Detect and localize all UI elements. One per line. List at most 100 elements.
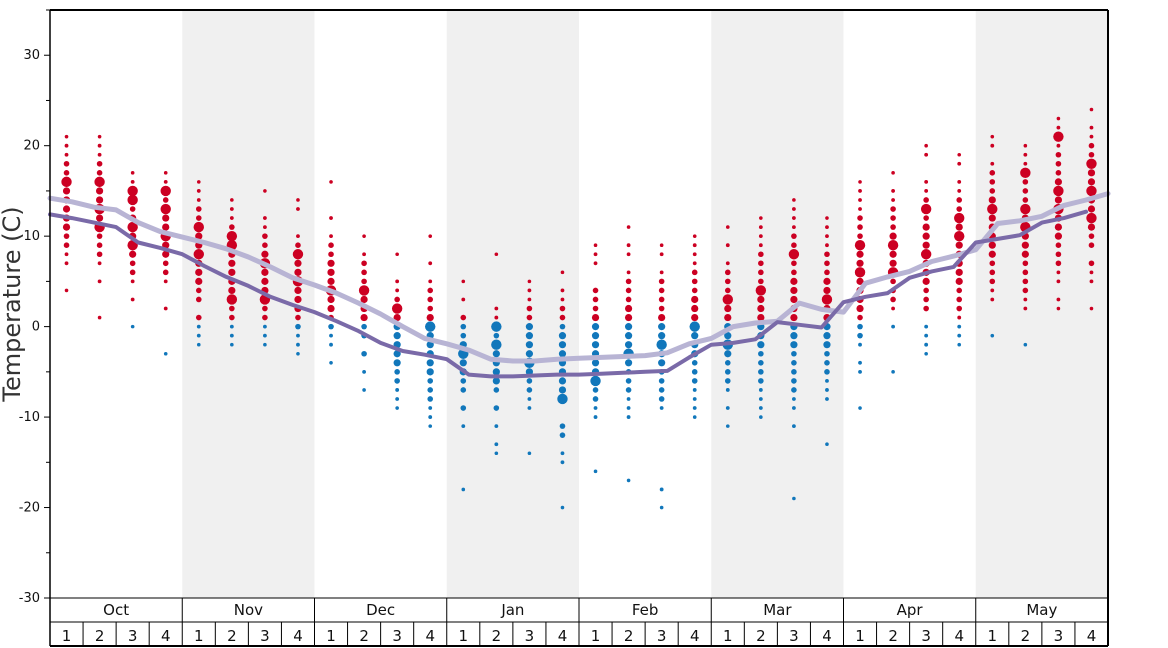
- temp-dot: [825, 225, 829, 230]
- temp-dot: [328, 242, 334, 248]
- temp-dot: [922, 277, 930, 285]
- temp-dot: [328, 323, 334, 330]
- temp-dot: [262, 305, 268, 312]
- temp-dot: [492, 368, 500, 376]
- temp-dot: [821, 294, 833, 305]
- y-tick-label: 30: [23, 48, 40, 63]
- temp-dot: [163, 306, 168, 311]
- week-label: 2: [888, 627, 898, 645]
- temp-dot: [825, 216, 829, 220]
- temp-dot: [1054, 223, 1063, 231]
- week-dots-jan-2: [491, 252, 502, 456]
- temp-dot: [97, 143, 102, 148]
- temp-dot: [1054, 178, 1063, 186]
- temp-dot: [956, 197, 963, 203]
- temp-dot: [659, 243, 664, 247]
- temp-dot: [493, 405, 500, 411]
- temp-dot: [64, 152, 69, 157]
- temp-dot: [195, 296, 202, 303]
- temp-dot: [823, 332, 831, 340]
- temp-dot: [527, 397, 532, 401]
- temp-dot: [725, 225, 730, 229]
- month-label-mar: Mar: [763, 601, 792, 619]
- temp-dot: [64, 143, 69, 148]
- week-dots-mar-4: [821, 216, 833, 447]
- temp-dot: [362, 252, 366, 257]
- temp-dot: [791, 350, 797, 357]
- temp-dot: [491, 321, 502, 332]
- week-dots-may-3: [1053, 116, 1064, 311]
- temp-dot: [691, 313, 699, 322]
- temp-dot: [427, 387, 434, 393]
- month-label-apr: Apr: [897, 601, 924, 619]
- temp-dot: [624, 323, 633, 331]
- temp-dot: [957, 161, 962, 166]
- temp-dot: [625, 378, 632, 384]
- temp-dot: [658, 396, 665, 402]
- temp-dot: [957, 342, 962, 347]
- temp-dot: [625, 287, 632, 294]
- temp-dot: [558, 386, 567, 394]
- temp-dot: [160, 203, 171, 215]
- temp-dot: [295, 323, 301, 330]
- temp-dot: [692, 406, 697, 410]
- temp-dot: [228, 268, 236, 276]
- temp-dot: [957, 333, 962, 338]
- temp-dot: [559, 432, 566, 438]
- temp-dot: [724, 332, 732, 340]
- temp-dot: [1055, 251, 1062, 258]
- axes: 30 20 10 0 -10 -20 -30 Oct 1 2 3 4 Nov 1 2 3 4 Dec 1 2 3 4 Jan…: [19, 9, 1109, 647]
- temp-dot: [890, 206, 896, 212]
- temp-dot: [858, 369, 862, 374]
- temp-dot: [525, 350, 534, 358]
- temp-dot: [626, 225, 631, 229]
- temp-dot: [758, 269, 764, 276]
- week-label: 4: [558, 627, 568, 645]
- month-label-dec: Dec: [366, 601, 395, 619]
- temp-dot: [791, 260, 797, 267]
- temp-dot: [857, 224, 863, 230]
- week-label: 2: [227, 627, 237, 645]
- temp-dot: [956, 305, 963, 312]
- temp-dot: [426, 359, 434, 367]
- temp-dot: [130, 279, 135, 284]
- temp-dot: [592, 296, 599, 303]
- week-label: 4: [1087, 627, 1097, 645]
- temp-dot: [263, 324, 267, 329]
- temp-dot: [493, 332, 500, 339]
- temp-dot: [890, 215, 896, 221]
- temp-dot: [63, 160, 70, 167]
- temp-dot: [1089, 270, 1094, 275]
- week-dots-feb-2: [623, 225, 634, 483]
- temp-dot: [825, 378, 829, 383]
- week-dots-oct-2: [94, 134, 105, 320]
- week-dots-dec-4: [425, 234, 436, 428]
- temp-dot: [195, 287, 202, 294]
- temp-dot: [1053, 131, 1064, 142]
- temp-dot: [691, 278, 698, 285]
- temp-dot: [988, 214, 996, 222]
- temp-dot: [989, 179, 996, 185]
- temp-dot: [791, 242, 797, 248]
- temp-dot: [788, 249, 800, 260]
- temp-dot: [790, 313, 798, 322]
- temp-dot: [226, 294, 238, 305]
- temp-dot: [391, 303, 403, 314]
- temp-dot: [626, 397, 631, 401]
- temp-dot: [557, 393, 568, 405]
- temp-dot: [394, 369, 400, 375]
- temp-dot: [593, 252, 598, 257]
- temp-dot: [988, 250, 996, 258]
- week-dots-apr-3: [920, 143, 932, 356]
- temp-dot: [1088, 260, 1095, 267]
- temp-dot: [989, 269, 996, 276]
- temp-dot: [296, 342, 300, 347]
- temp-dot: [922, 223, 930, 231]
- temp-dot: [1056, 116, 1061, 121]
- week-label: 3: [1054, 627, 1064, 645]
- temp-dot: [724, 369, 731, 375]
- temp-dot: [459, 359, 467, 367]
- temp-dot: [791, 369, 797, 375]
- temp-dot: [428, 415, 433, 419]
